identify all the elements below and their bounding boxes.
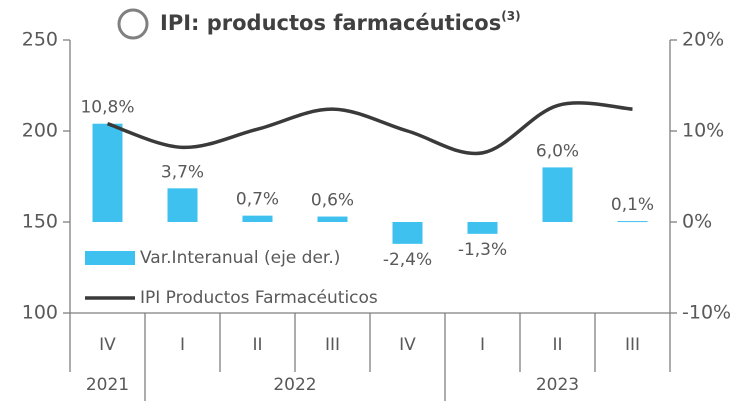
x-tick-label: IV (399, 335, 416, 355)
bar (167, 188, 198, 222)
bar (92, 123, 123, 222)
year-label: 2021 (86, 375, 129, 395)
bar (542, 167, 573, 222)
x-tick-label: III (325, 335, 340, 355)
year-label: 2022 (273, 375, 316, 395)
x-tick-label: I (480, 335, 485, 355)
y-tick-label: 200 (22, 120, 58, 142)
line (106, 101, 633, 156)
y-tick-label: 150 (22, 211, 58, 233)
bar (242, 215, 273, 222)
bar (617, 221, 648, 223)
data-label: -2,4% (383, 250, 432, 270)
y2-tick-label: -10% (682, 302, 731, 324)
title-note: (3) (501, 9, 520, 23)
year-label: 2023 (536, 375, 579, 395)
legend-label: Var.Interanual (eje der.) (140, 248, 340, 268)
bar (392, 222, 423, 244)
y-tick-label: 100 (22, 302, 58, 324)
y2-tick-label: 0% (682, 211, 712, 233)
title-icon (117, 8, 149, 40)
title-text: IPI: productos farmacéuticos (160, 11, 501, 35)
chart-title: IPI: productos farmacéuticos(3) (160, 9, 521, 36)
x-tick-label: IV (99, 335, 116, 355)
y2-tick-label: 10% (682, 120, 724, 142)
x-tick-label: II (252, 335, 262, 355)
x-tick-label: II (552, 335, 562, 355)
data-label: 10,8% (80, 98, 134, 118)
data-label: 3,7% (161, 162, 204, 182)
legend-swatch (85, 251, 135, 265)
data-label: 0,1% (611, 195, 654, 215)
y-tick-label: 250 (22, 29, 58, 51)
data-label: 0,6% (311, 191, 354, 211)
data-label: 6,0% (536, 141, 579, 161)
x-tick-label: III (625, 335, 640, 355)
bar (467, 222, 498, 234)
legend-label: IPI Productos Farmacéuticos (140, 288, 378, 308)
data-label: 0,7% (236, 190, 279, 210)
x-tick-label: I (180, 335, 185, 355)
y2-tick-label: 20% (682, 29, 724, 51)
bar (317, 216, 348, 222)
data-label: -1,3% (458, 240, 507, 260)
